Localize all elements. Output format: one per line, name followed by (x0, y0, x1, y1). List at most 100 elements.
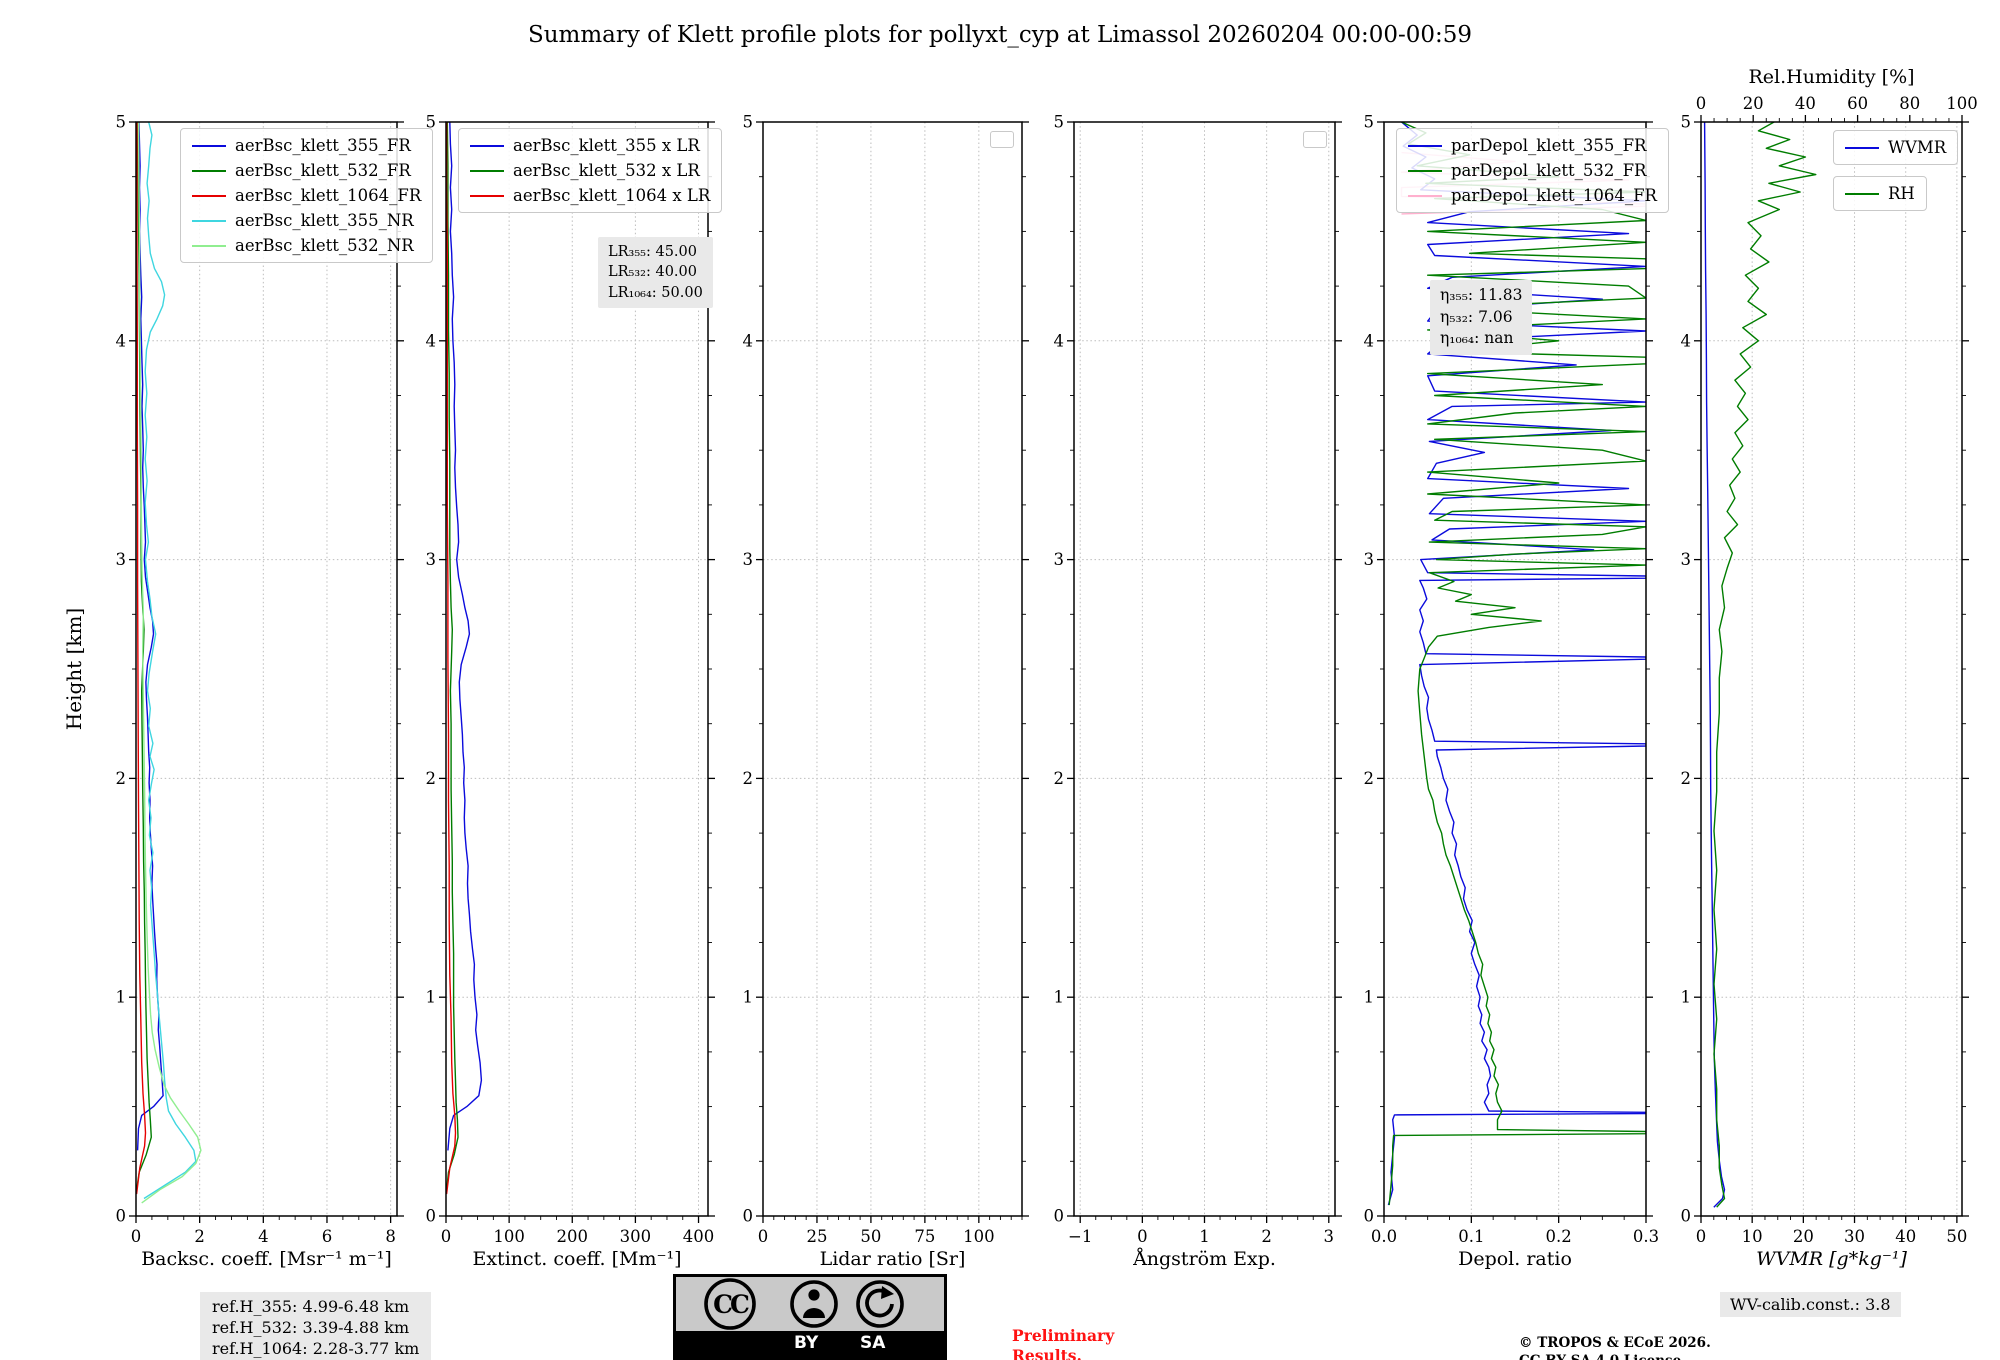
x-tick-label: 0 (441, 1227, 452, 1246)
legend-line-sample (1408, 144, 1442, 147)
plot-backscatter: 0 2 4 6 8 0 1 2 3 4 5 (116, 113, 404, 1246)
legend-item-parDepol_klett_532_FR: parDepol_klett_532_FR (1408, 161, 1657, 180)
series-aerBsc_klett_355_x_LR (447, 122, 483, 1151)
y-tick-label: 1 (1054, 988, 1065, 1007)
wv-calibration-constant: WV-calib.const.: 3.8 (1720, 1292, 1901, 1317)
y-tick-label: 5 (743, 113, 754, 132)
x-tick-label: 400 (683, 1227, 715, 1246)
legend-line-sample (1845, 146, 1879, 149)
x-axis-label-backscatter: Backsc. coeff. [Msr⁻¹ m⁻¹] (141, 1248, 392, 1270)
x-tick-label: 10 (1742, 1227, 1763, 1246)
top-tick-label: 20 (1743, 94, 1764, 113)
eta-annotation: η₃₅₅: 11.83 η₅₃₂: 7.06 η₁₀₆₄: nan (1430, 280, 1533, 356)
reference-heights-box: ref.H_355: 4.99-6.48 km ref.H_532: 3.39-… (200, 1292, 432, 1360)
y-tick-label: 5 (1681, 113, 1692, 132)
y-tick-label: 5 (426, 113, 437, 132)
x-tick-label: 25 (806, 1227, 827, 1246)
x-axis-label-wvmr: WVMR [g*kg⁻¹] (1756, 1248, 1907, 1270)
cc-logo-icon: CC (704, 1278, 756, 1330)
svg-text:CC: CC (713, 1290, 749, 1319)
attribution-person-icon (790, 1280, 838, 1328)
legend-item-aerBsc_klett_532_FR: aerBsc_klett_532_FR (192, 161, 421, 180)
legend-item-parDepol_klett_355_FR: parDepol_klett_355_FR (1408, 136, 1657, 155)
top-tick-label: 100 (1946, 94, 1978, 113)
x-tick-label: 0.1 (1458, 1227, 1484, 1246)
legend-line-sample (192, 194, 226, 197)
plot-spines (135, 121, 398, 1217)
y-tick-label: 5 (1364, 113, 1375, 132)
x-axis-label-lidar-ratio: Lidar ratio [Sr] (819, 1248, 966, 1270)
legend-line-sample (192, 169, 226, 172)
x-tick-label: 4 (258, 1227, 269, 1246)
legend-item-RH: RH (1845, 184, 1915, 203)
y-tick-label: 4 (1364, 331, 1375, 350)
series-aerBsc_klett_532_x_LR (446, 122, 459, 1190)
series-aerBsc_klett_1064_FR (136, 122, 147, 1195)
legend-empty-angstrom (1303, 131, 1327, 148)
x-tick-label: 1 (1199, 1227, 1210, 1246)
x-tick-label: 0 (1137, 1227, 1148, 1246)
y-tick-label: 0 (1681, 1207, 1692, 1226)
y-tick-label: 1 (116, 988, 127, 1007)
legend-label: aerBsc_klett_355_FR (235, 136, 411, 155)
legend-item-parDepol_klett_1064_FR: parDepol_klett_1064_FR (1408, 186, 1657, 205)
x-tick-label: 0 (1696, 1227, 1707, 1246)
legend-label: parDepol_klett_532_FR (1451, 161, 1647, 180)
series-aerBsc_klett_532_NR (137, 122, 202, 1204)
legend-label: aerBsc_klett_532_FR (235, 161, 411, 180)
ref-h-1064: ref.H_1064: 2.28-3.77 km (212, 1338, 420, 1358)
x-axis-label-angstrom: Ångström Exp. (1133, 1248, 1276, 1270)
legend-item-aerBsc_klett_532 x LR: aerBsc_klett_532 x LR (470, 161, 710, 180)
y-tick-label: 1 (743, 988, 754, 1007)
preliminary-line1: Preliminary (1012, 1326, 1115, 1345)
legend-depol: parDepol_klett_355_FR parDepol_klett_532_… (1396, 128, 1669, 213)
x-tick-label: 0 (131, 1227, 142, 1246)
x-tick-label: 20 (1793, 1227, 1814, 1246)
y-tick-label: 0 (743, 1207, 754, 1226)
y-tick-label: 4 (1681, 331, 1692, 350)
legend-line-sample (1408, 194, 1442, 197)
cc-badge-icons: CC (704, 1278, 904, 1330)
y-tick-label: 3 (426, 550, 437, 569)
y-tick-label: 1 (1681, 988, 1692, 1007)
y-tick-label: 5 (1054, 113, 1065, 132)
legend-line-sample (192, 219, 226, 222)
x-tick-label: 75 (914, 1227, 935, 1246)
legend-line-sample (192, 244, 226, 247)
legend-label: aerBsc_klett_355 x LR (513, 136, 700, 155)
y-tick-label: 4 (426, 331, 437, 350)
cc-by-sa-badge: CC BY SA (673, 1274, 947, 1360)
x-tick-label: 100 (493, 1227, 525, 1246)
legend-item-aerBsc_klett_355 x LR: aerBsc_klett_355 x LR (470, 136, 710, 155)
legend-label: WVMR (1888, 138, 1947, 157)
y-tick-label: 3 (1054, 550, 1065, 569)
preliminary-results-note: Preliminary Results. (1012, 1326, 1114, 1360)
y-tick-label: 3 (116, 550, 127, 569)
y-tick-label: 1 (426, 988, 437, 1007)
series-parDepol_klett_532_FR (1388, 122, 1646, 1206)
legend-line-sample (192, 144, 226, 147)
y-tick-label: 0 (116, 1207, 127, 1226)
y-tick-label: 1 (1364, 988, 1375, 1007)
cc-by-label: BY (794, 1333, 819, 1353)
y-tick-label: 2 (743, 769, 754, 788)
legend-item-aerBsc_klett_1064_FR: aerBsc_klett_1064_FR (192, 186, 421, 205)
x-tick-label: 200 (557, 1227, 589, 1246)
figure-title: Summary of Klett profile plots for polly… (527, 22, 1473, 48)
legend-item-aerBsc_klett_1064 x LR: aerBsc_klett_1064 x LR (470, 186, 710, 205)
legend-empty-lidar-ratio (990, 131, 1014, 148)
x-tick-label: 2 (1261, 1227, 1272, 1246)
x-tick-label: 30 (1844, 1227, 1865, 1246)
x-axis-label-extinction: Extinct. coeff. [Mm⁻¹] (472, 1248, 682, 1270)
ref-h-532: ref.H_532: 3.39-4.88 km (212, 1317, 410, 1337)
legend-line-sample (470, 194, 504, 197)
y-tick-label: 2 (1054, 769, 1065, 788)
plot-spines (762, 121, 1023, 1217)
legend-label: aerBsc_klett_532_NR (235, 236, 414, 255)
legend-rh: RH (1833, 176, 1927, 211)
y-tick-label: 3 (1681, 550, 1692, 569)
